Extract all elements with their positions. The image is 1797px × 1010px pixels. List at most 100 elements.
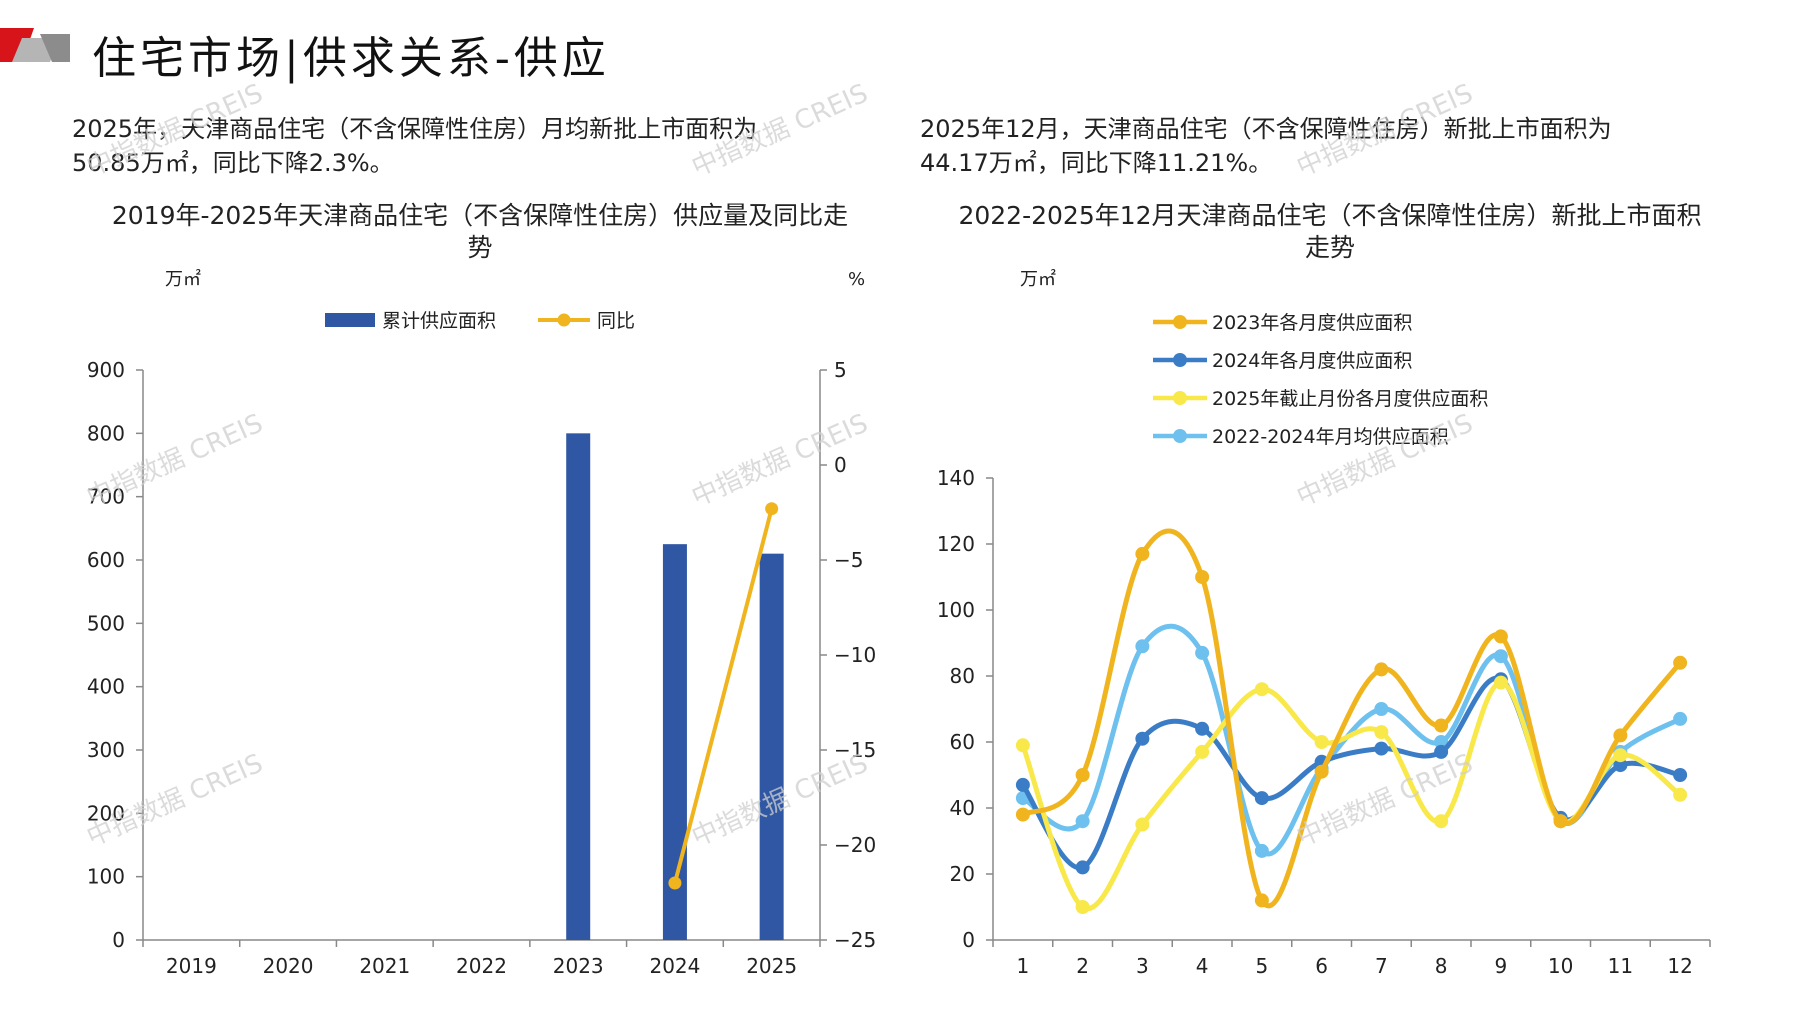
left-x-tick-label: 2024	[649, 954, 700, 978]
left-y2-tick-label: −5	[834, 548, 863, 572]
left-legend-label-line: 同比	[597, 310, 635, 332]
right-x-tick-label: 8	[1435, 954, 1448, 978]
right-x-tick-label: 11	[1608, 954, 1633, 978]
left-y-tick-label: 600	[87, 548, 125, 572]
right-chart-title-line-2: 走势	[1304, 233, 1355, 262]
right-series-point	[1374, 741, 1389, 756]
left-x-tick-label: 2019	[166, 954, 217, 978]
left-x-tick-label: 2020	[263, 954, 314, 978]
left-y2-tick-label: −10	[834, 643, 876, 667]
right-y-tick-label: 40	[950, 796, 975, 820]
right-x-tick-label: 3	[1136, 954, 1149, 978]
right-series-point	[1673, 711, 1688, 726]
left-chart-title-line-2: 势	[467, 233, 493, 262]
left-x-tick-label: 2025	[746, 954, 797, 978]
header-red-block	[0, 28, 34, 62]
left-bar	[662, 544, 687, 940]
right-series-point	[1613, 748, 1628, 763]
right-series-point	[1195, 645, 1210, 660]
right-series-point	[1553, 814, 1568, 829]
left-x-tick-label: 2022	[456, 954, 507, 978]
right-series-point	[1434, 735, 1449, 749]
right-legend-marker	[1173, 353, 1187, 367]
right-series-point	[1135, 639, 1150, 654]
right-series-point	[1434, 814, 1449, 829]
right-series-point	[1135, 731, 1150, 746]
right-y-tick-label: 140	[937, 466, 975, 490]
right-series-point	[1015, 807, 1030, 822]
right-x-tick-label: 4	[1196, 954, 1209, 978]
right-series-point	[1493, 629, 1508, 644]
left-summary: 2025年，天津商品住宅（不含保障性住房）月均新批上市面积为 50.85万㎡，同…	[72, 112, 757, 180]
right-series-point	[1374, 725, 1389, 740]
right-series-point	[1613, 728, 1628, 743]
right-y-tick-label: 20	[950, 862, 975, 886]
right-legend-marker	[1173, 315, 1187, 329]
right-x-tick-label: 1	[1017, 954, 1030, 978]
right-series-point	[1374, 662, 1389, 677]
left-y-tick-label: 100	[87, 865, 125, 889]
right-y-tick-label: 80	[950, 664, 975, 688]
right-summary: 2025年12月，天津商品住宅（不含保障性住房）新批上市面积为 44.17万㎡，…	[920, 112, 1612, 180]
left-y2-tick-label: −15	[834, 738, 876, 762]
right-x-tick-label: 5	[1256, 954, 1269, 978]
left-chart-title: 2019年-2025年天津商品住宅（不含保障性住房）供应量及同比走 势	[60, 200, 900, 264]
left-y-tick-label: 500	[87, 611, 125, 635]
right-x-tick-label: 12	[1667, 954, 1692, 978]
left-chart-title-line-1: 2019年-2025年天津商品住宅（不含保障性住房）供应量及同比走	[111, 201, 849, 230]
right-x-tick-label: 10	[1548, 954, 1573, 978]
left-y2-unit-label: %	[848, 269, 865, 290]
left-legend-label-bars: 累计供应面积	[382, 310, 496, 332]
right-series-point	[1314, 735, 1329, 749]
right-series-point	[1075, 860, 1090, 875]
right-legend-label: 2025年截止月份各月度供应面积	[1212, 388, 1488, 410]
right-series-point	[1314, 764, 1329, 779]
left-y2-tick-label: 5	[834, 358, 847, 382]
right-series-point	[1254, 893, 1269, 908]
right-legend-label: 2022-2024年月均供应面积	[1212, 426, 1449, 448]
left-y-tick-label: 400	[87, 675, 125, 699]
right-series-point	[1374, 702, 1389, 716]
left-yoy-point	[765, 502, 779, 516]
right-series-point	[1673, 655, 1688, 670]
left-y-tick-label: 300	[87, 738, 125, 762]
right-series-point	[1075, 814, 1090, 829]
right-y-tick-label: 100	[937, 598, 975, 622]
right-x-tick-label: 6	[1315, 954, 1328, 978]
right-series-point	[1254, 791, 1269, 806]
right-series-line	[1021, 623, 1682, 857]
left-y-tick-label: 900	[87, 358, 125, 382]
header-accent-shape	[0, 28, 70, 62]
right-summary-line-1: 2025年12月，天津商品住宅（不含保障性住房）新批上市面积为	[920, 115, 1612, 143]
right-series-point	[1493, 675, 1508, 690]
left-y-tick-label: 800	[87, 421, 125, 445]
right-x-tick-label: 7	[1375, 954, 1388, 978]
left-y2-tick-label: −25	[834, 928, 876, 952]
right-x-tick-label: 9	[1495, 954, 1508, 978]
left-x-tick-label: 2023	[553, 954, 604, 978]
right-legend-label: 2024年各月度供应面积	[1212, 350, 1412, 372]
right-series-line	[1020, 680, 1682, 912]
right-series-point	[1075, 900, 1090, 914]
right-series-point	[1075, 768, 1090, 782]
left-legend-swatch-bars	[325, 313, 375, 327]
right-series-point	[1195, 721, 1210, 736]
right-y-unit-label: 万㎡	[1020, 268, 1056, 290]
left-yoy-point	[668, 876, 682, 890]
left-y-tick-label: 700	[87, 485, 125, 509]
left-y2-tick-label: 0	[834, 453, 847, 477]
left-summary-line-1: 2025年，天津商品住宅（不含保障性住房）月均新批上市面积为	[72, 115, 758, 143]
right-series-point	[1493, 649, 1508, 664]
left-bar	[566, 433, 591, 940]
left-legend-marker-line	[557, 313, 571, 327]
left-chart: 万㎡ % 0 100 200 300 400 500 600 700 800 900 5 0 −5 −10 −1…	[87, 268, 876, 978]
left-y-tick-label: 200	[87, 801, 125, 825]
right-series-point	[1135, 817, 1150, 832]
left-yoy-line	[672, 508, 774, 884]
left-y2-tick-label: −20	[834, 833, 876, 857]
left-summary-line-2: 50.85万㎡，同比下降2.3%。	[72, 149, 394, 177]
right-legend-marker	[1173, 429, 1187, 443]
right-x-tick-label: 2	[1076, 954, 1089, 978]
right-y-tick-label: 120	[937, 532, 975, 556]
